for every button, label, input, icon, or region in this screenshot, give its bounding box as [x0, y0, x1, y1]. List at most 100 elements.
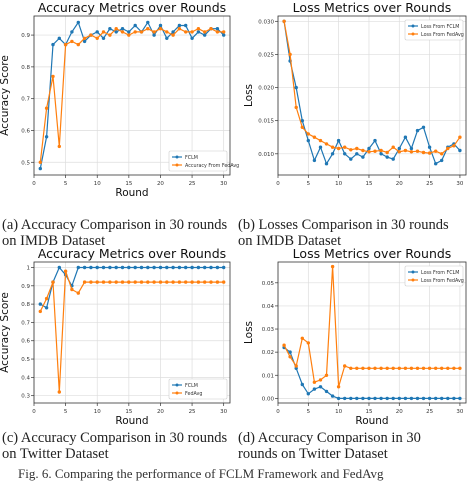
series-point-0	[391, 157, 395, 161]
series-point-1	[120, 280, 125, 284]
series-point-1	[367, 366, 371, 370]
series-point-0	[133, 23, 137, 28]
series-point-1	[38, 309, 42, 314]
series-point-1	[427, 151, 432, 155]
series-point-1	[282, 19, 286, 23]
series-point-0	[403, 135, 408, 139]
series-point-1	[184, 30, 188, 34]
series-point-0	[379, 396, 383, 401]
plot-frame	[277, 261, 467, 404]
series-point-1	[209, 27, 213, 31]
series-point-1	[108, 33, 112, 37]
series-point-0	[215, 27, 220, 31]
series-point-1	[215, 280, 220, 284]
series-point-0	[184, 265, 188, 270]
series-point-0	[171, 265, 175, 270]
series-point-1	[57, 390, 61, 394]
y-axis-label: Loss	[243, 321, 255, 344]
series-point-1	[101, 30, 106, 34]
series-point-0	[421, 125, 426, 129]
series-point-1	[203, 30, 207, 34]
series-point-0	[361, 396, 365, 401]
series-point-0	[152, 33, 156, 37]
x-tick-label: 15	[125, 409, 132, 415]
series-point-0	[203, 33, 207, 37]
series-point-1	[152, 30, 156, 34]
y-tick-label: 0.025	[258, 52, 274, 58]
caption-c-line1: (c) Accuracy Comparison in 30 rounds	[2, 430, 228, 446]
series-point-0	[152, 265, 156, 270]
y-tick-label: 0.5	[21, 160, 30, 166]
series-point-1	[403, 148, 408, 153]
figure-footer: Fig. 6. Comparing the performance of FCL…	[18, 466, 384, 481]
caption-a-line2: on IMDB Dataset	[2, 233, 106, 249]
series-point-0	[114, 30, 118, 34]
y-tick-label: 0.3	[21, 394, 30, 400]
series-point-1	[300, 125, 304, 129]
series-point-1	[89, 33, 93, 37]
series-point-0	[440, 158, 444, 163]
chart-2: 0 5 10 15 20 25 30 0.3 0.4 0.5 0.6 0.7 0.8 0.9 1 Accura…	[0, 246, 231, 427]
series-point-0	[379, 152, 383, 156]
x-axis-label: Round	[115, 187, 148, 199]
series-point-0	[367, 396, 371, 401]
series-point-0	[196, 265, 201, 270]
plot-area	[278, 16, 466, 175]
series-point-1	[312, 135, 317, 139]
series-point-1	[440, 152, 444, 156]
chart-0: 0 5 10 15 20 25 30 0.5 0.6 0.7 0.8 0.9 Accuracy Metr…	[0, 0, 239, 199]
x-tick-label: 30	[456, 181, 463, 187]
series-point-1	[63, 269, 68, 273]
series-point-1	[76, 291, 81, 295]
series-point-1	[146, 280, 150, 284]
y-axis-label: Accuracy Score	[0, 292, 11, 373]
series-point-0	[146, 265, 150, 270]
x-tick-label: 5	[307, 409, 311, 415]
series-point-1	[38, 160, 42, 164]
legend-box	[404, 265, 464, 287]
series-point-0	[343, 396, 347, 401]
series-point-1	[196, 280, 201, 284]
series-point-0	[397, 396, 401, 401]
legend-entry: Loss From FCLM	[421, 270, 459, 276]
series-point-1	[343, 145, 347, 149]
series-point-0	[190, 265, 194, 270]
series-point-1	[215, 30, 220, 34]
series-point-0	[51, 42, 55, 47]
y-tick-label: 0.04	[262, 304, 275, 310]
plot-frame	[277, 15, 467, 176]
series-point-0	[177, 23, 182, 28]
series-point-0	[76, 265, 81, 270]
series-point-0	[120, 27, 125, 31]
series-point-1	[120, 30, 125, 34]
series-point-0	[44, 135, 49, 139]
x-tick-label: 10	[335, 181, 342, 187]
series-point-0	[165, 265, 169, 270]
caption-d-line2: rounds on Twitter Dataset	[238, 446, 388, 462]
x-tick-label: 10	[94, 409, 101, 415]
series-point-1	[458, 135, 462, 139]
y-tick-label: 0.8	[21, 302, 30, 308]
series-point-1	[51, 280, 55, 284]
caption-a-line1: (a) Accuracy Comparison in 30 rounds	[2, 217, 228, 233]
series-point-1	[70, 39, 74, 44]
series-point-0	[306, 138, 310, 143]
x-tick-label: 0	[276, 181, 280, 187]
series-point-0	[120, 265, 125, 270]
series-point-1	[318, 378, 323, 382]
series-point-1	[82, 36, 87, 40]
y-tick-label: 0.4	[21, 375, 30, 381]
series-point-0	[349, 396, 353, 401]
legend-swatch-marker	[175, 391, 179, 395]
series-point-1	[70, 287, 74, 292]
legend-entry: FedAvg	[185, 391, 202, 397]
series-point-0	[403, 396, 408, 401]
legend-swatch-marker	[411, 270, 415, 274]
series-point-0	[415, 128, 420, 133]
y-tick-label: 1	[27, 265, 31, 271]
series-point-0	[171, 30, 175, 34]
series-point-1	[385, 150, 389, 155]
series-point-1	[421, 366, 426, 370]
y-tick-label: 0.030	[258, 19, 274, 25]
x-tick-label: 20	[396, 409, 403, 415]
